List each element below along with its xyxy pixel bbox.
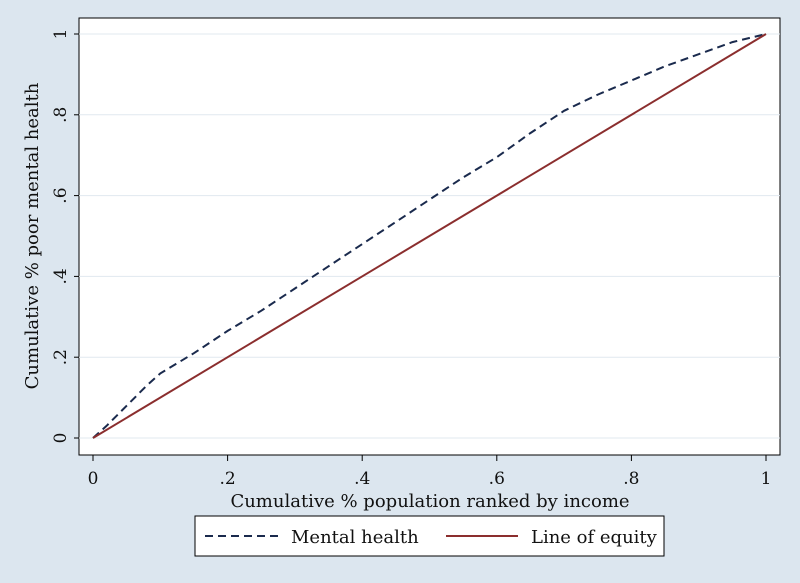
series-group: [92, 33, 767, 439]
series-line-line-of-equity: [92, 33, 767, 439]
y-tick-label: .6: [51, 187, 71, 203]
legend-label-mental-health: Mental health: [291, 527, 419, 548]
y-axis: 0 .2 .4 .6 .8 1: [51, 29, 79, 444]
x-axis-title: Cumulative % population ranked by income: [230, 491, 629, 512]
y-tick-label: 0: [51, 433, 71, 444]
y-tick-label: .8: [51, 107, 71, 123]
legend: Mental health Line of equity: [194, 515, 665, 557]
y-tick-label: .2: [51, 349, 71, 365]
legend-label-line-of-equity: Line of equity: [531, 527, 658, 548]
x-tick-label: .6: [489, 469, 505, 489]
x-axis: 0 .2 .4 .6 .8 1: [88, 455, 772, 489]
y-tick-label: .4: [51, 268, 71, 284]
x-tick-label: .8: [623, 469, 639, 489]
x-tick-label: 1: [761, 469, 772, 489]
y-axis-title: Cumulative % poor mental health: [22, 82, 43, 389]
x-tick-label: .2: [219, 469, 235, 489]
x-tick-label: 0: [88, 469, 99, 489]
x-tick-label: .4: [354, 469, 370, 489]
y-tick-label: 1: [51, 29, 71, 40]
gridlines: [79, 33, 780, 439]
